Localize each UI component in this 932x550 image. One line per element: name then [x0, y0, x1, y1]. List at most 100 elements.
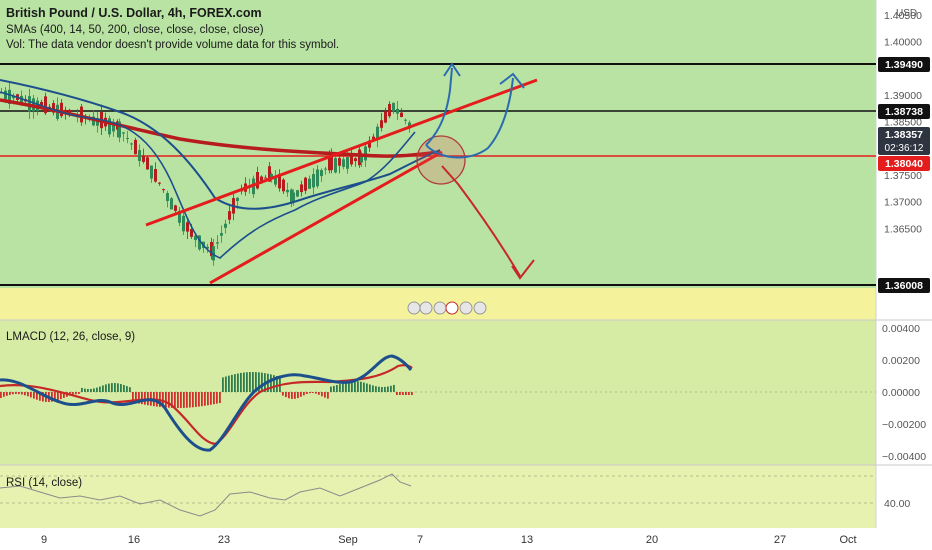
- macd-histogram-bar: [297, 392, 299, 399]
- macd-histogram-bar: [369, 384, 371, 392]
- economic-event-markers[interactable]: [407, 301, 487, 315]
- bullish-arrowhead-2[interactable]: [499, 72, 525, 89]
- macd-histogram-bar: [246, 372, 248, 392]
- macd-histogram-bar: [408, 392, 410, 395]
- macd-histogram-bar: [201, 392, 203, 407]
- candle-body: [44, 96, 47, 114]
- candle-body: [368, 140, 371, 148]
- time-axis-label: Sep: [338, 534, 358, 546]
- badge-last-bg: [878, 127, 930, 155]
- badge-r2-bg: [878, 104, 930, 119]
- macd-histogram-bar: [183, 392, 185, 408]
- macd-histogram-bar: [132, 392, 134, 403]
- macd-histogram-bar: [165, 392, 167, 408]
- candle-body: [274, 175, 277, 185]
- bullish-arrowhead-1[interactable]: [443, 62, 461, 77]
- macd-histogram-bar: [222, 377, 224, 392]
- price-axis-tick: 1.37000: [884, 197, 922, 209]
- macd-axis-tick: −0.00200: [882, 419, 926, 431]
- price-axis-tick: 1.39000: [884, 90, 922, 102]
- macd-histogram-bar: [204, 392, 206, 406]
- macd-histogram-bar: [60, 392, 62, 400]
- candle-body: [268, 166, 271, 182]
- sma-14-line: [0, 91, 416, 259]
- price-axis-tick: 1.40500: [884, 10, 922, 22]
- macd-pane-bg: [0, 320, 876, 465]
- event-flag-icon[interactable]: [473, 301, 487, 315]
- badge-r2: 1.38738: [885, 106, 923, 118]
- candle-body: [334, 158, 337, 173]
- macd-histogram-bar: [225, 376, 227, 392]
- macd-line: [0, 354, 413, 452]
- event-flag-icon[interactable]: [459, 301, 473, 315]
- event-flag-icon[interactable]: [407, 301, 421, 315]
- bearish-path[interactable]: [441, 165, 521, 277]
- macd-histogram-bar: [3, 392, 5, 397]
- macd-histogram-bar: [0, 392, 2, 398]
- time-axis-label: 16: [128, 534, 140, 546]
- candle-body: [270, 174, 273, 178]
- retest-circle[interactable]: [416, 135, 466, 185]
- channel-upper-line[interactable]: [145, 113, 443, 227]
- candle-body: [154, 169, 157, 182]
- time-axis-label: 7: [417, 534, 423, 546]
- candle-body: [142, 155, 145, 162]
- candle-body: [360, 155, 363, 163]
- macd-histogram-bar: [114, 383, 116, 392]
- macd-histogram-bar: [261, 372, 263, 392]
- bullish-path-1[interactable]: [425, 67, 453, 146]
- candle-body: [138, 150, 141, 162]
- event-flag-icon[interactable]: [419, 301, 433, 315]
- macd-histogram-bar: [33, 392, 35, 399]
- macd-histogram-bar: [123, 385, 125, 392]
- candle-body: [330, 154, 333, 170]
- candle-body: [20, 95, 23, 105]
- macd-histogram-bar: [72, 392, 74, 395]
- macd-histogram-bar: [351, 381, 353, 392]
- bullish-path-2[interactable]: [425, 77, 514, 159]
- channel-lower-line[interactable]: [209, 150, 443, 285]
- macd-axis-tick: 0.00000: [882, 387, 920, 399]
- macd-histogram-bar: [21, 392, 23, 395]
- candle-body: [220, 233, 223, 236]
- macd-axis-tick: 0.00400: [882, 323, 920, 335]
- candle-body: [404, 119, 407, 121]
- badge-s1: 1.36008: [885, 280, 923, 292]
- macd-histogram-bar: [168, 392, 170, 408]
- candle-body: [194, 235, 197, 241]
- candle-body: [162, 189, 165, 191]
- macd-histogram-bar: [276, 375, 278, 392]
- candle-body: [134, 139, 137, 155]
- macd-histogram-bar: [30, 392, 32, 398]
- bearish-arrowhead[interactable]: [511, 259, 535, 280]
- time-axis-label: Oct: [839, 534, 856, 546]
- macd-histogram-bar: [306, 392, 308, 394]
- macd-histogram-bar: [384, 386, 386, 392]
- macd-histogram-bar: [87, 388, 89, 392]
- macd-histogram-bar: [198, 392, 200, 407]
- rsi-line: [0, 473, 412, 517]
- macd-histogram-bar: [141, 392, 143, 405]
- macd-histogram-bar: [255, 372, 257, 392]
- time-axis-bg: [0, 528, 932, 550]
- candle-body: [342, 159, 345, 167]
- macd-histogram-bar: [96, 387, 98, 392]
- macd-histogram-bar: [324, 392, 326, 398]
- macd-histogram-bar: [375, 386, 377, 392]
- candle-body: [346, 157, 349, 169]
- candle-body: [324, 168, 327, 170]
- macd-histogram-bar: [231, 374, 233, 392]
- event-flag-icon[interactable]: [433, 301, 447, 315]
- macd-histogram-bar: [39, 392, 41, 401]
- event-flag-icon[interactable]: [445, 301, 459, 315]
- candle-body: [130, 143, 133, 145]
- macd-histogram-bar: [102, 385, 104, 392]
- macd-histogram-bar: [342, 383, 344, 392]
- macd-histogram-bar: [288, 392, 290, 399]
- macd-axis-tick: −0.00400: [882, 451, 926, 463]
- macd-histogram-bar: [129, 387, 131, 392]
- candle-body: [260, 176, 263, 183]
- macd-histogram-bar: [393, 384, 395, 392]
